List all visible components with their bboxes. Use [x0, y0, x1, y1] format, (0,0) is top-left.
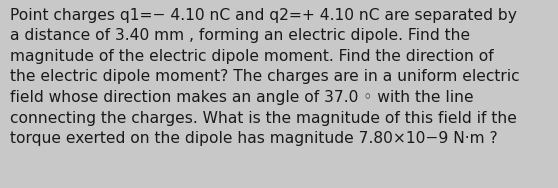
Text: Point charges q1=− 4.10 nC and q2=+ 4.10 nC are separated by
a distance of 3.40 : Point charges q1=− 4.10 nC and q2=+ 4.10…	[10, 8, 519, 146]
